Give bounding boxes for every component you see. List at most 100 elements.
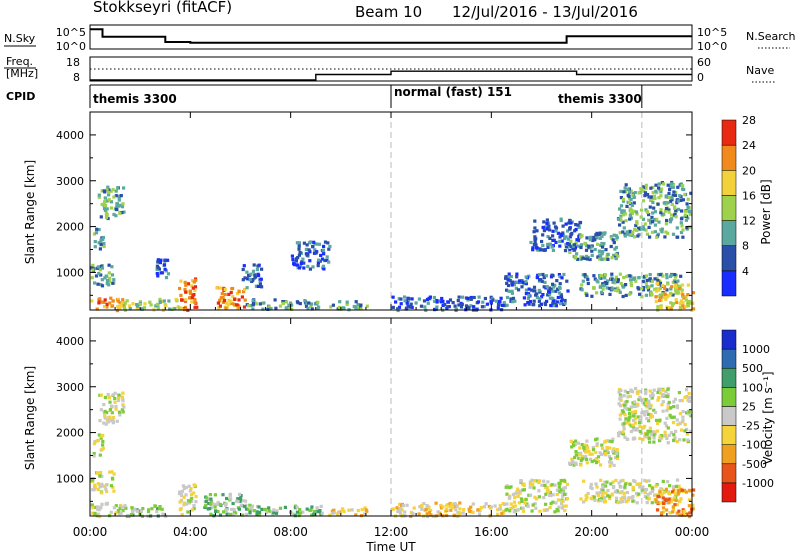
velocity-cell-808: [673, 436, 677, 440]
velocity-cell-67: [109, 404, 113, 408]
velocity-cell-376: [400, 513, 404, 517]
power-cell-852: [577, 234, 581, 238]
velocity-cell-1090: [608, 497, 612, 501]
velocity-cell-234: [239, 494, 243, 498]
velocity-cell-531: [560, 490, 564, 494]
velocity-cell-785: [642, 410, 646, 414]
power-colorbar-swatch-0: [721, 270, 737, 297]
power-cell-642: [506, 278, 510, 282]
power-cell-1265: [629, 281, 633, 285]
power-cell-133: [111, 281, 115, 285]
velocity-cell-587: [557, 481, 561, 485]
power-cell-1114: [651, 196, 655, 200]
velocity-cell-495: [521, 509, 526, 513]
power-cell-120: [103, 276, 107, 280]
power-cell-568: [500, 303, 504, 307]
velocity-cell-212: [188, 489, 192, 493]
power-cell-104: [101, 237, 105, 242]
power-cell-26: [111, 299, 115, 303]
power-cell-590: [425, 297, 430, 302]
power-cell-1073: [680, 224, 684, 228]
power-cell-484: [451, 301, 455, 305]
power-cell-78: [111, 188, 115, 192]
power-cell-915: [611, 238, 615, 242]
power-cell-891: [585, 244, 589, 248]
power-cell-552: [428, 295, 432, 299]
power-cell-858: [609, 244, 613, 249]
velocity-cell-5: [119, 503, 123, 508]
velocity-cell-3: [91, 511, 95, 515]
velocity-cell-997: [661, 479, 665, 483]
velocity-cell-705: [588, 452, 592, 456]
power-cell-27: [121, 298, 125, 302]
velocity-cell-1115: [608, 494, 612, 499]
power-cell-438: [302, 266, 306, 270]
velocity-cell-748: [622, 427, 626, 431]
velocity-cell-101: [92, 454, 96, 458]
velocity-cell-17: [104, 502, 108, 506]
velocity-cell-80: [103, 395, 107, 400]
velocity-cell-1102: [613, 490, 617, 494]
power-cell-1118: [624, 183, 628, 187]
velocity-cell-275: [243, 505, 247, 509]
velocity-cell-1081: [619, 497, 623, 501]
power-cell-222: [193, 288, 197, 293]
power-cell-686: [538, 304, 542, 308]
velocity-cell-141: [96, 487, 100, 492]
velocity-cell-893: [648, 430, 652, 434]
velocity-cell-1055: [647, 479, 651, 483]
power-cell-45: [102, 207, 107, 211]
velocity-cell-475: [471, 510, 475, 515]
velocity-cell-628: [577, 456, 581, 460]
power-cell-677: [556, 287, 560, 291]
velocity-cell-1075: [589, 482, 593, 486]
velocity-cell-1149: [654, 498, 658, 502]
velocity-cell-974: [687, 399, 691, 403]
power-cell-169: [164, 304, 168, 308]
power-cell-451: [292, 263, 297, 267]
power-cell-186: [167, 299, 171, 303]
power-cell-441: [294, 259, 298, 263]
power-cell-597: [522, 296, 526, 300]
power-cell-929: [573, 243, 577, 247]
power-cell-873: [599, 243, 603, 247]
velocity-cell-131: [95, 471, 99, 475]
velocity-cell-1069: [632, 479, 636, 483]
velocity-cell-957: [681, 415, 685, 419]
power-cell-88: [103, 196, 107, 200]
velocity-cell-239: [215, 502, 219, 507]
power-cell-689: [545, 285, 549, 289]
power-cell-1403: [656, 305, 660, 309]
power-cell-490: [391, 295, 395, 299]
power-cell-698: [553, 302, 558, 306]
cpid-panel: CPID themis 3300 normal (fast) 151 themi…: [6, 84, 692, 108]
power-cell-615: [540, 279, 544, 283]
velocity-cell-1162: [672, 496, 676, 500]
velocity-cell-668: [611, 437, 615, 441]
power-cell-1203: [636, 234, 640, 238]
velocity-cell-87: [116, 398, 121, 403]
velocity-cell-872: [659, 391, 663, 395]
power-cell-804: [541, 233, 545, 237]
power-cell-238: [227, 302, 231, 306]
velocity-cell-664: [615, 448, 619, 452]
power-cell-522: [457, 295, 461, 299]
velocity-cell-655: [598, 451, 602, 455]
velocity-cell-137: [90, 478, 94, 482]
velocity-cell-672: [579, 463, 583, 467]
power-cell-703: [551, 282, 555, 286]
power-colorbar-swatch-3: [721, 195, 737, 221]
velocity-cell-231: [244, 512, 249, 516]
power-cell-591: [448, 298, 453, 302]
power-cell-956: [653, 210, 657, 214]
power-cell-301: [258, 280, 262, 284]
power-cell-706: [543, 302, 548, 307]
velocity-cell-696: [585, 457, 589, 461]
power-cell-725: [527, 293, 531, 298]
power-cell-249: [225, 301, 229, 305]
power-cell-1319: [656, 272, 661, 277]
velocity-cell-321: [267, 506, 271, 510]
power-cell-1378: [684, 295, 688, 299]
velocity-cell-878: [647, 399, 651, 403]
power-cell-1068: [647, 195, 651, 199]
